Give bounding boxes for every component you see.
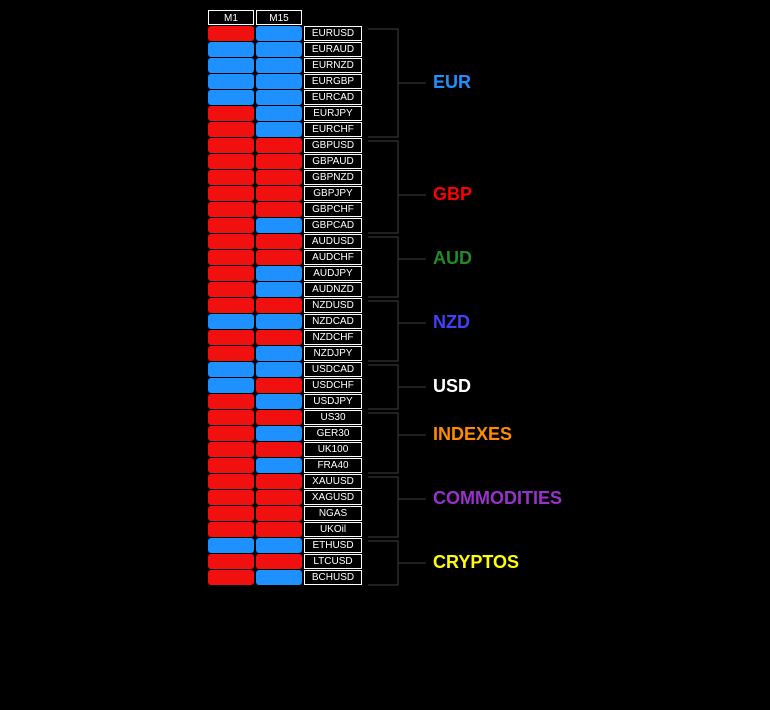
- heatmap-panel: M1 M15 EURUSDEURAUDEURNZDEURGBPEURCADEUR…: [208, 10, 362, 586]
- group-bracket: [208, 10, 508, 710]
- group-label: CRYPTOS: [433, 552, 519, 573]
